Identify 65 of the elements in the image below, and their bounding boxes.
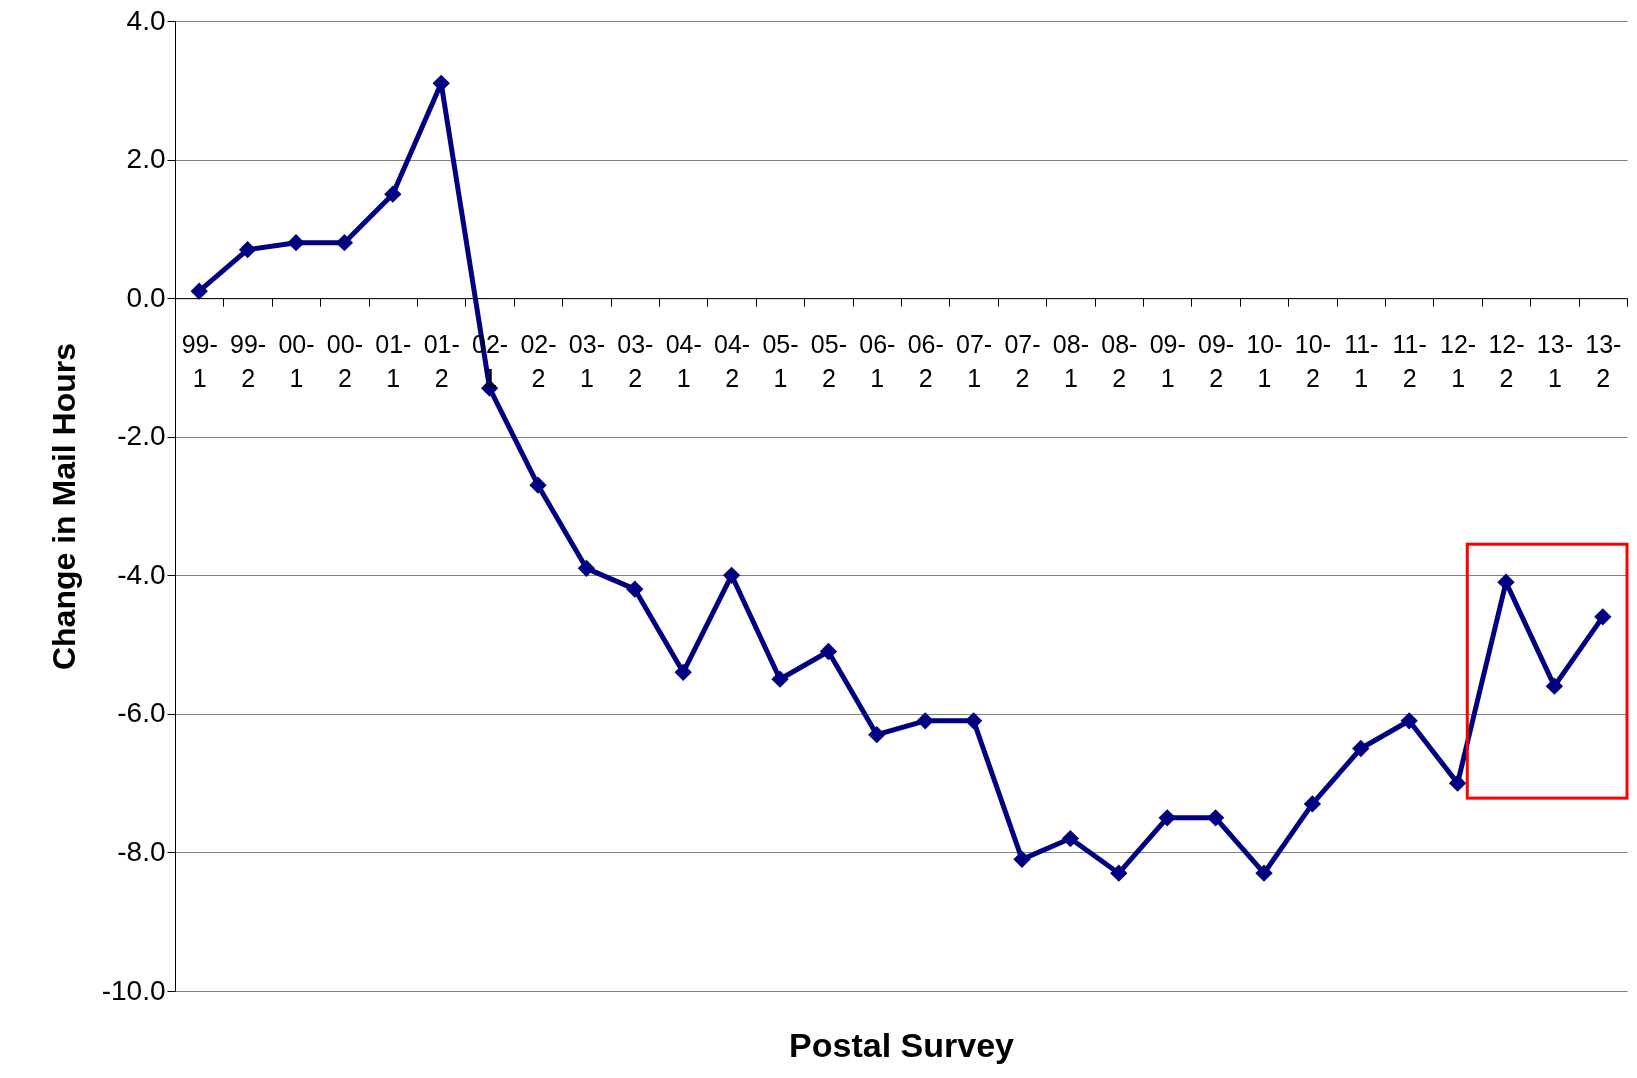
x-tick-label: 07-2	[1004, 329, 1041, 392]
x-tick-label: 10-2	[1294, 329, 1331, 392]
point	[238, 240, 257, 259]
point	[674, 663, 692, 681]
x-tick-label: 08-1	[1052, 329, 1089, 392]
x-tick-label: 05-2	[810, 329, 847, 392]
point	[1448, 774, 1467, 792]
point	[577, 559, 596, 578]
point	[626, 580, 644, 598]
x-tick-label: 06-1	[859, 329, 896, 392]
x-tick-label: 00-2	[326, 329, 363, 392]
x-tick-label: 12-1	[1440, 329, 1477, 392]
y-tick-label: -8.0	[117, 835, 166, 867]
x-tick-label: 01-1	[375, 329, 412, 392]
x-tick-label: 13-1	[1536, 329, 1573, 392]
point	[335, 234, 354, 252]
point	[1013, 850, 1031, 869]
point	[1400, 712, 1418, 730]
x-axis-title: Postal Survey	[789, 1025, 1015, 1064]
point	[722, 566, 741, 584]
x-tick-label: 10-1	[1246, 329, 1283, 392]
x-tick-label: 08-2	[1101, 329, 1138, 392]
point	[819, 642, 838, 661]
x-tick-label: 11-2	[1392, 329, 1427, 392]
point	[1497, 573, 1515, 591]
point	[916, 712, 934, 730]
point	[1545, 677, 1564, 695]
y-tick-label: -2.0	[117, 420, 166, 452]
point	[529, 476, 547, 494]
x-tick-label: 04-2	[714, 329, 751, 392]
y-axis-title: Change in Mail Hours	[45, 342, 82, 671]
point	[384, 185, 402, 203]
y-tick-label: 4.0	[126, 4, 166, 36]
x-tick-label: 09-2	[1198, 329, 1235, 392]
point	[868, 725, 886, 744]
x-tick-label: 01-2	[423, 329, 460, 392]
point	[287, 234, 305, 252]
point	[1303, 795, 1322, 813]
x-tick-label: 05-1	[762, 329, 799, 392]
x-tick-label: 00-1	[278, 329, 315, 392]
point	[190, 282, 208, 300]
y-tick-label: -4.0	[117, 558, 166, 590]
point	[771, 670, 789, 688]
point	[1352, 739, 1370, 758]
x-tick-label: 12-2	[1488, 329, 1525, 392]
x-tick-label: 07-1	[956, 329, 993, 392]
x-tick-label: 03-1	[568, 329, 605, 392]
y-tick-label: 2.0	[126, 143, 166, 175]
x-tick-label: 02-2	[520, 329, 557, 392]
x-tick-label: 04-1	[665, 329, 702, 392]
x-tick-label: 11-1	[1344, 329, 1379, 392]
x-tick-label: 13-2	[1585, 329, 1622, 392]
point	[1110, 864, 1128, 882]
x-tick-label: 09-1	[1149, 329, 1186, 392]
y-tick-label: -10.0	[101, 974, 166, 1006]
x-tick-label: 99-2	[230, 329, 267, 392]
point	[1255, 864, 1273, 882]
x-tick-label: 99-1	[181, 329, 218, 392]
x-tick-label: 03-2	[617, 329, 654, 392]
y-tick-label: 0.0	[126, 281, 166, 313]
point	[1061, 829, 1080, 848]
point	[1158, 809, 1176, 827]
x-tick-label: 06-2	[907, 329, 944, 392]
y-tick-label: -6.0	[117, 697, 166, 729]
point	[1594, 608, 1612, 626]
